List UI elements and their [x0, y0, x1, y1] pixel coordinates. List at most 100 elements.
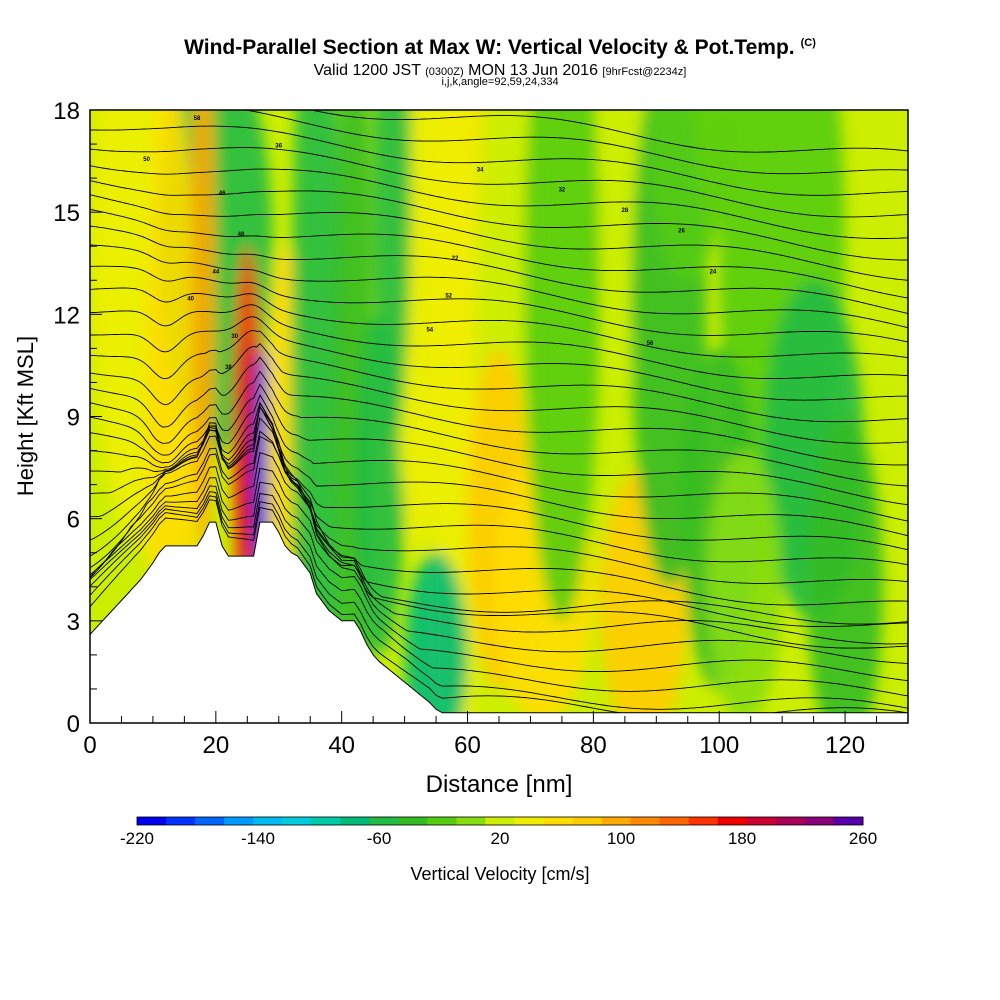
- colorbar-tick-label: -220: [120, 829, 154, 848]
- colorbar-swatch: [369, 817, 399, 825]
- colorbar-tick-label: -140: [241, 829, 275, 848]
- isentrope-label: 34: [477, 167, 484, 173]
- y-tick-label: 6: [67, 507, 80, 534]
- isentrope-line: [90, 452, 908, 645]
- colorbar-swatch: [601, 817, 632, 825]
- isentrope-label: 38: [225, 365, 232, 371]
- isentrope-line: [309, 110, 908, 153]
- colorbar-swatch: [253, 817, 283, 825]
- y-axis-label: Height [Kft MSL]: [13, 336, 38, 496]
- isentrope-line: [90, 435, 908, 625]
- velocity-cell: [291, 110, 342, 723]
- isentrope-line: [90, 383, 908, 506]
- isentrope-line: [90, 330, 908, 423]
- colorbar-swatch: [775, 817, 806, 825]
- isentrope-label: 50: [143, 157, 150, 163]
- isentrope-line: [90, 405, 908, 566]
- isentrope-line: [90, 356, 908, 466]
- isentrope-line: [90, 405, 908, 551]
- isentrope-line: [90, 125, 908, 196]
- x-tick-label: 100: [699, 732, 739, 759]
- colorbar-swatch: [804, 817, 835, 825]
- colorbar-swatch: [514, 817, 545, 825]
- valid-date: MON 13 Jun 2016: [468, 62, 598, 79]
- isentrope-line: [90, 316, 908, 401]
- isentrope-label: 48: [238, 232, 245, 238]
- colorbar-swatch: [746, 817, 777, 825]
- chart-subtitle: Valid 1200 JST (0300Z) MON 13 Jun 2016 […: [0, 62, 1000, 80]
- isentrope-line: [90, 467, 908, 664]
- isentrope-line: [90, 304, 908, 380]
- isentrope-line: [242, 110, 908, 175]
- colorbar-tick-label: 180: [728, 829, 756, 848]
- x-tick-label: 20: [202, 732, 229, 759]
- colorbar-swatch: [195, 817, 225, 825]
- isentrope-line: [90, 287, 908, 359]
- colorbar-swatch: [717, 817, 748, 825]
- y-tick-label: 12: [53, 302, 80, 329]
- velocity-cell: [650, 110, 726, 281]
- colorbar-swatch: [572, 817, 603, 825]
- isentrope-label: 36: [275, 143, 282, 149]
- isentrope-line: [90, 406, 908, 606]
- isentrope-line: [90, 394, 908, 522]
- isentrope-line: [90, 370, 908, 487]
- colorbar-swatch: [427, 817, 457, 825]
- y-tick-label: 0: [67, 711, 80, 738]
- colorbar-swatch: [833, 817, 864, 825]
- isentrope-line: [90, 265, 908, 343]
- x-axis-label: Distance [nm]: [426, 771, 573, 798]
- y-tick-label: 15: [53, 200, 80, 227]
- x-tick-label: 120: [825, 732, 865, 759]
- chart-title: Wind-Parallel Section at Max W: Vertical…: [0, 36, 1000, 60]
- colorbar-frame: [136, 816, 864, 826]
- colorbar-swatch: [398, 817, 428, 825]
- x-tick-label: 40: [328, 732, 355, 759]
- colorbar-swatch: [311, 817, 341, 825]
- y-tick-label: 18: [53, 98, 80, 125]
- velocity-field: 58 50 46 48 44 40 30 38 36 34 32 28 26 24 22 52 54 56: [90, 110, 908, 723]
- isentrope-label: 46: [219, 191, 226, 197]
- velocity-cell: [373, 110, 411, 451]
- colorbar-swatch: [282, 817, 312, 825]
- x-tick-label: 60: [454, 732, 481, 759]
- isentrope-line: [90, 430, 908, 649]
- colorbar-swatch: [485, 817, 516, 825]
- x-tick-label: 0: [83, 732, 96, 759]
- colorbar-tick-label: -60: [367, 829, 392, 848]
- colorbar-swatch: [340, 817, 370, 825]
- colorbar-swatch: [659, 817, 690, 825]
- colorbar-tick-label: 260: [849, 829, 877, 848]
- isentrope-label: 56: [647, 341, 654, 347]
- isentrope-label: 52: [445, 293, 452, 299]
- colorbar-tick-label: 20: [491, 829, 510, 848]
- y-tick-label: 9: [67, 405, 80, 432]
- colorbar-tick-label: 100: [607, 829, 635, 848]
- isentrope-label: 58: [194, 116, 201, 122]
- isentrope-label: 54: [426, 327, 433, 333]
- isentrope-line: [90, 208, 908, 299]
- isentrope-label: 28: [622, 208, 629, 214]
- colorbar-swatch: [224, 817, 254, 825]
- isentrope-line: [90, 491, 908, 697]
- colorbar-swatch: [166, 817, 196, 825]
- isentrope-label: 24: [710, 269, 717, 275]
- colorbar-swatch: [688, 817, 719, 825]
- isentrope-line: [90, 180, 908, 261]
- isentrope-line: [90, 495, 908, 710]
- velocity-cell: [404, 552, 468, 723]
- isentrope-line: [90, 481, 908, 682]
- isentrope-line: [90, 402, 908, 584]
- isentrope-label: 32: [559, 188, 566, 194]
- colorbar-swatch: [543, 817, 574, 825]
- isentrope-label: 40: [187, 297, 194, 303]
- isentrope-line: [90, 225, 908, 314]
- colorbar-swatch: [630, 817, 661, 825]
- velocity-cell: [238, 338, 254, 577]
- valid-time: Valid 1200 JST: [313, 62, 421, 79]
- colorbar: -220 -140 -60 20 100 180 260: [120, 816, 877, 848]
- forecast-tag: [9hrFcst@2234z]: [602, 66, 687, 78]
- velocity-cell: [807, 416, 883, 723]
- x-tick-label: 80: [580, 732, 607, 759]
